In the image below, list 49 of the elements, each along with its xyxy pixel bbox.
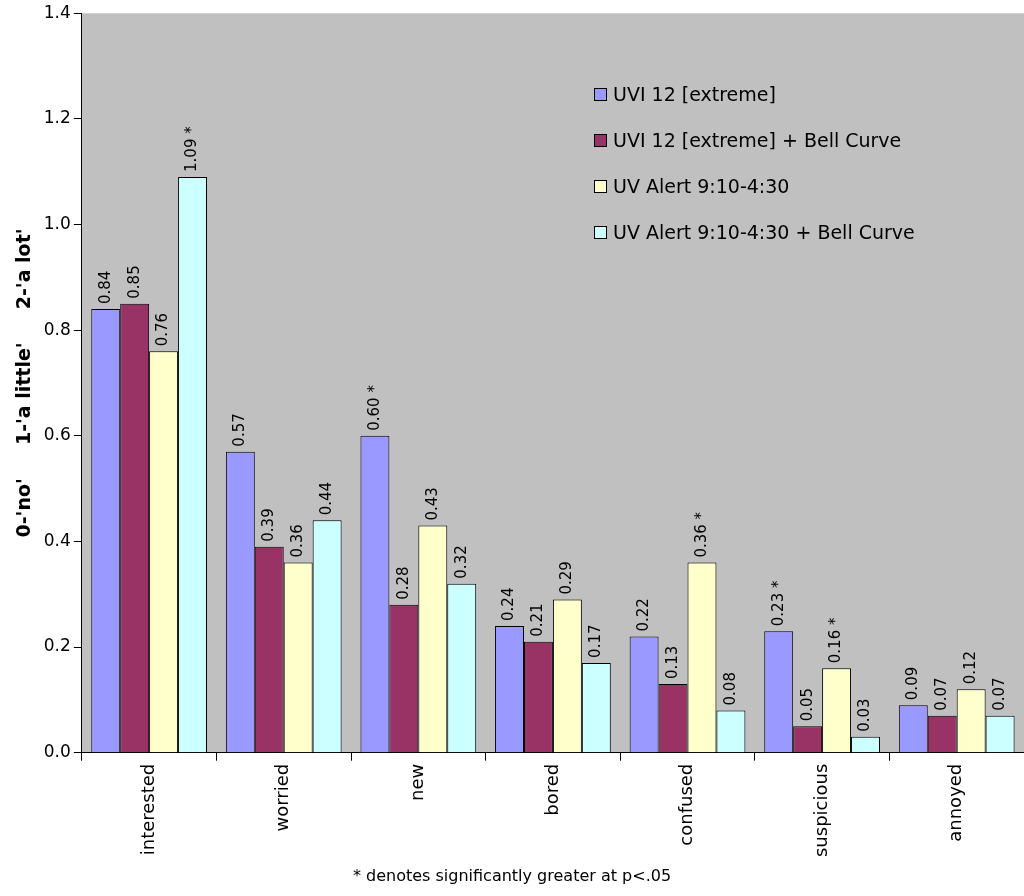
data-label: 0.08 bbox=[720, 672, 739, 706]
y-axis-title: 0-'no' 1-'a little' 2-'a lot' bbox=[12, 228, 35, 538]
data-label: 0.07 bbox=[990, 677, 1008, 711]
x-tick-label: new bbox=[405, 763, 427, 801]
y-tick-label: 1.0 bbox=[43, 212, 71, 233]
data-label: 0.43 bbox=[422, 487, 441, 521]
data-label: 1.09 * bbox=[182, 125, 201, 172]
y-tick-label: 1.2 bbox=[43, 107, 71, 128]
data-label: 0.17 bbox=[586, 624, 605, 658]
data-label: 0.57 bbox=[230, 413, 249, 447]
data-label: 0.23 * bbox=[768, 580, 787, 627]
legend-label: UV Alert 9:10-4:30 bbox=[613, 175, 790, 198]
data-label: 0.28 bbox=[393, 566, 412, 600]
data-label: 0.24 bbox=[499, 587, 518, 621]
data-label: 0.22 bbox=[634, 598, 652, 632]
y-tick-label: 0.0 bbox=[43, 741, 71, 762]
x-tick-label: confused bbox=[675, 763, 697, 846]
data-label: 0.32 bbox=[451, 545, 470, 579]
data-label: 0.29 bbox=[557, 561, 576, 595]
x-tick-label: worried bbox=[271, 763, 293, 832]
legend-label: UV Alert 9:10-4:30 + Bell Curve bbox=[613, 221, 915, 244]
data-label: 0.60 * bbox=[364, 384, 383, 431]
data-label: 0.39 bbox=[259, 508, 278, 542]
x-tick-label: annoyed bbox=[944, 763, 966, 842]
data-label: 0.36 * bbox=[691, 511, 710, 558]
x-tick-label: bored bbox=[540, 763, 562, 816]
legend-label: UVI 12 [extreme] bbox=[613, 83, 776, 106]
y-tick-label: 0.4 bbox=[43, 529, 71, 550]
x-tick-label: suspicious bbox=[809, 763, 831, 858]
data-label: 0.03 bbox=[855, 698, 874, 732]
text: * denotes significantly greater at p<.05 bbox=[351, 866, 673, 885]
legend-label: UVI 12 [extreme] + Bell Curve bbox=[613, 129, 902, 152]
x-tick-label: interested bbox=[136, 763, 158, 856]
y-tick-label: 0.8 bbox=[43, 318, 71, 339]
data-label: 0.85 bbox=[124, 265, 143, 299]
data-label: 0.05 bbox=[797, 687, 816, 722]
data-label: 0.21 bbox=[528, 603, 547, 637]
y-tick-label: 1.4 bbox=[43, 1, 71, 22]
y-tick-label: 0.6 bbox=[43, 424, 71, 445]
data-label: 0.16 * bbox=[826, 617, 845, 664]
data-label: 0.09 bbox=[903, 666, 922, 701]
data-label: 0.36 bbox=[288, 524, 307, 558]
data-label: 0.07 bbox=[932, 677, 951, 711]
data-label: 0.44 bbox=[317, 481, 336, 516]
data-label: 0.76 bbox=[153, 312, 172, 347]
data-label: 0.12 bbox=[961, 650, 980, 685]
data-label: 0.13 bbox=[662, 645, 681, 680]
y-tick-label: 0.2 bbox=[43, 635, 71, 656]
data-label: 0.84 bbox=[95, 270, 114, 305]
